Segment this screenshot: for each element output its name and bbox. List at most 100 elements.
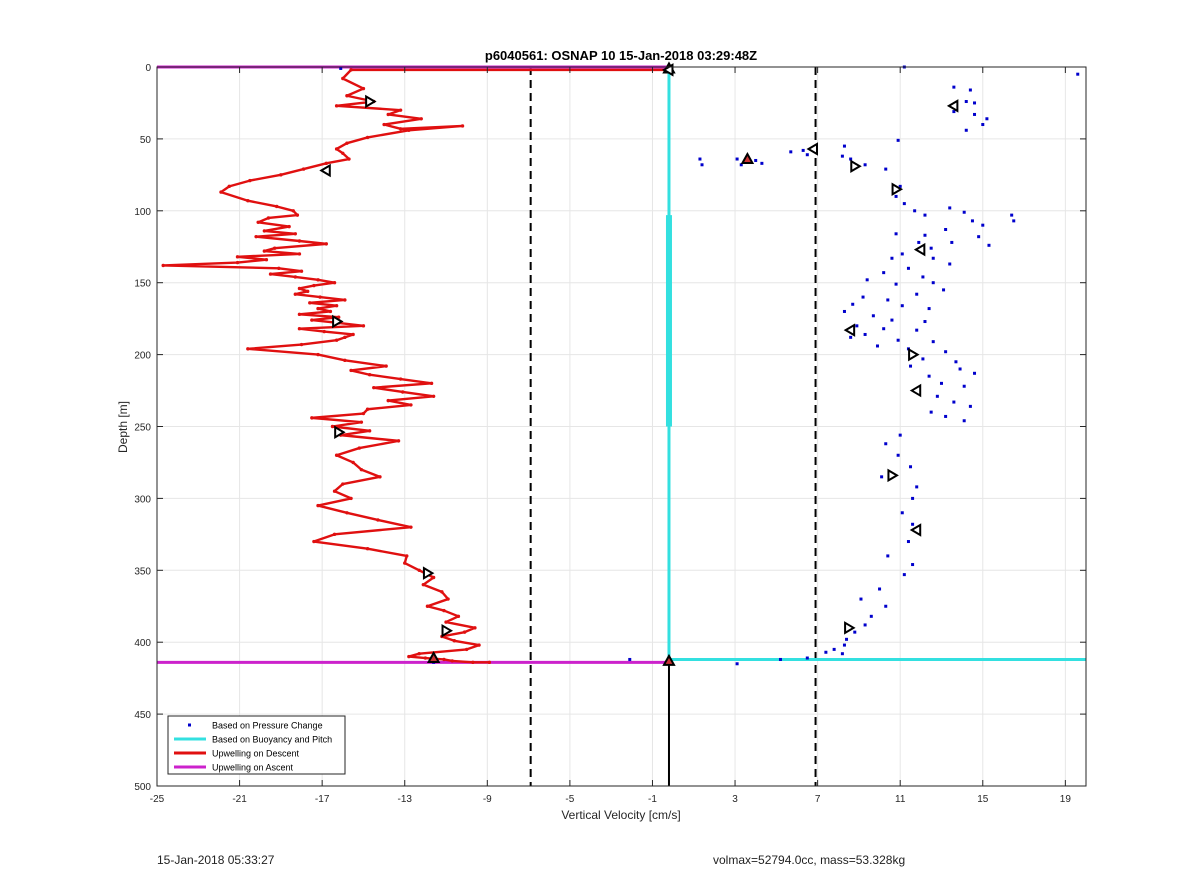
x-tick-label: 3 — [732, 794, 738, 805]
pressure-change-point — [894, 282, 898, 286]
upwelling-descent-point — [473, 626, 477, 630]
upwelling-descent-point — [349, 368, 353, 373]
upwelling-descent-point — [316, 306, 320, 311]
upwelling-descent-point — [277, 266, 281, 271]
upwelling-descent-point — [349, 496, 353, 501]
pressure-change-point — [849, 335, 853, 339]
upwelling-descent-point — [444, 620, 448, 624]
upwelling-descent-point — [161, 263, 165, 268]
pressure-change-point — [944, 227, 948, 231]
upwelling-descent-point — [227, 184, 231, 189]
pressure-change-point — [851, 302, 855, 306]
open-triangle-left-marker — [843, 323, 856, 337]
pressure-change-point — [962, 210, 966, 214]
pressure-change-point — [952, 110, 956, 114]
pressure-change-point — [952, 85, 956, 89]
upwelling-descent-point — [398, 377, 403, 381]
upwelling-descent-point — [343, 335, 347, 340]
upwelling-descent-point — [297, 239, 302, 243]
upwelling-descent-point — [477, 643, 481, 647]
pressure-change-point — [853, 630, 857, 634]
upwelling-descent-point — [332, 532, 337, 537]
upwelling-descent-point — [336, 315, 341, 319]
upwelling-descent-point — [425, 604, 430, 608]
pressure-change-point — [735, 157, 739, 161]
y-tick-label: 0 — [145, 63, 151, 74]
pressure-change-point — [915, 328, 919, 332]
y-tick-label: 250 — [134, 423, 151, 434]
grid-lines — [156, 66, 1086, 787]
upwelling-descent-point — [308, 301, 312, 305]
pressure-change-point — [869, 614, 873, 618]
upwelling-descent-point — [295, 213, 300, 217]
pressure-change-point — [931, 281, 935, 285]
pressure-change-point — [906, 266, 910, 270]
pressure-change-point — [900, 252, 904, 256]
pressure-change-point — [898, 184, 902, 188]
upwelling-descent-point — [367, 373, 372, 377]
upwelling-descent-point — [464, 647, 469, 652]
upwelling-descent-point — [417, 652, 421, 656]
pressure-change-point — [958, 367, 962, 371]
pressure-change-point — [935, 394, 939, 398]
upwelling-descent-point — [407, 654, 411, 659]
pressure-change-point — [886, 298, 890, 302]
upwelling-descent-point — [460, 124, 465, 128]
legend-label: Based on Buoyancy and Pitch — [212, 735, 332, 745]
pressure-change-point — [917, 240, 921, 244]
upwelling-descent-point — [386, 112, 390, 117]
pressure-change-point — [906, 540, 910, 544]
upwelling-descent-point — [423, 656, 428, 660]
upwelling-descent-point — [316, 278, 320, 282]
pressure-change-point — [927, 307, 931, 311]
pressure-change-point — [939, 381, 943, 385]
upwelling-descent-point — [357, 446, 362, 450]
upwelling-descent-point — [429, 381, 434, 386]
upwelling-descent-point — [456, 614, 461, 619]
pressure-change-point — [900, 304, 904, 308]
pressure-change-point — [923, 233, 927, 237]
pressure-change-point — [909, 465, 913, 469]
upwelling-descent-point — [343, 298, 347, 302]
y-tick-label: 350 — [134, 566, 151, 577]
upwelling-descent-point — [297, 286, 302, 291]
upwelling-descent-point — [345, 94, 349, 98]
open-triangle-right-marker — [422, 566, 435, 580]
upwelling-descent-point — [297, 312, 302, 317]
legend-box — [167, 715, 346, 775]
upwelling-descent-point — [419, 117, 423, 121]
pressure-change-point — [894, 232, 898, 236]
pressure-change-point — [923, 213, 927, 217]
pressure-change-point — [911, 563, 915, 567]
upwelling-descent-point — [275, 204, 279, 209]
upwelling-descent-point — [378, 475, 382, 479]
pressure-change-point — [964, 100, 968, 104]
y-axis-label: Depth [m] — [116, 401, 130, 453]
pressure-change-point — [968, 88, 972, 92]
upwelling-descent-point — [310, 318, 314, 322]
upwelling-descent-point — [431, 575, 436, 580]
x-tick-label: 19 — [1060, 794, 1072, 805]
pressure-change-point — [927, 374, 931, 378]
pressure-change-point — [875, 344, 879, 348]
upwelling-descent-point — [382, 122, 386, 127]
y-tick-label: 500 — [134, 782, 151, 793]
pressure-change-point — [805, 656, 809, 660]
open-triangle-right-marker — [844, 621, 856, 635]
open-triangle-right-marker — [887, 468, 899, 483]
upwelling-descent-point — [324, 242, 328, 246]
upwelling-descent-point — [334, 338, 339, 342]
open-triangle-left-marker — [909, 383, 922, 398]
x-tick-label: -13 — [398, 794, 413, 805]
open-triangle-right-marker — [365, 94, 377, 109]
upwelling-descent-point — [343, 358, 347, 363]
footer-timestamp: 15-Jan-2018 05:33:27 — [157, 853, 275, 867]
pressure-change-point — [896, 138, 900, 142]
pressure-change-point — [902, 573, 906, 577]
pressure-change-point — [973, 371, 977, 375]
pressure-change-point — [894, 194, 898, 198]
y-tick-label: 450 — [134, 710, 151, 721]
upwelling-descent-point — [293, 232, 298, 236]
pressure-change-point — [855, 324, 859, 328]
x-tick-label: -17 — [315, 794, 330, 805]
